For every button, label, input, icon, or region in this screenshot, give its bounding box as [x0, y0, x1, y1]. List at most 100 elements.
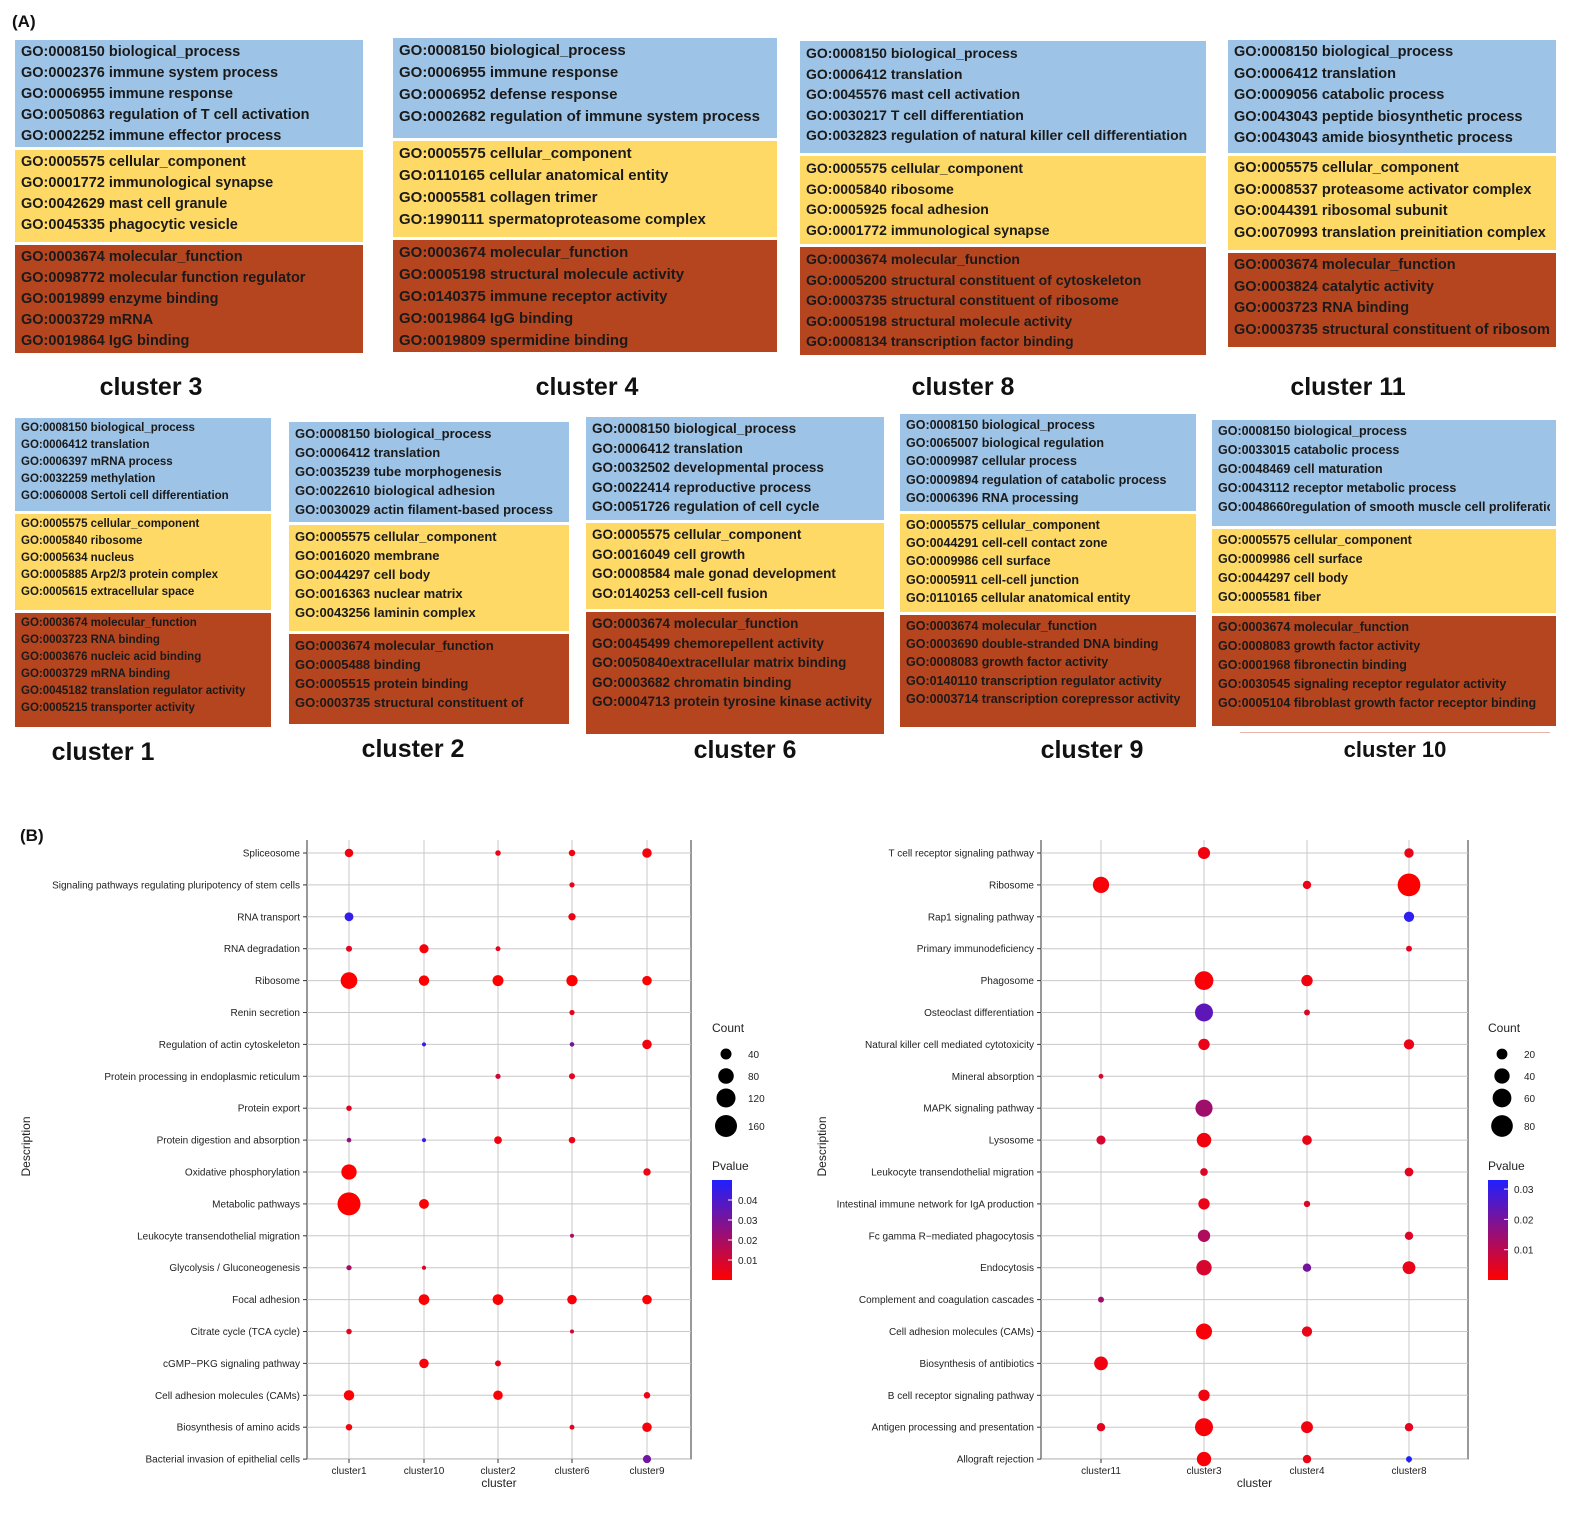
pvalue-legend-title: Pvalue: [712, 1159, 749, 1173]
data-point: [1404, 848, 1414, 858]
go-term: GO:0050863 regulation of T cell activati…: [21, 107, 310, 123]
data-point: [570, 1329, 574, 1334]
y-tick-label: Leukocyte transendothelial migration: [871, 1168, 1034, 1179]
data-point: [1197, 846, 1211, 860]
y-tick-label: B cell receptor signaling pathway: [888, 1391, 1034, 1402]
data-point: [1301, 1421, 1313, 1434]
count-legend-dot: [1491, 1115, 1513, 1137]
go-term: GO:0005575 cellular_component: [1218, 533, 1412, 547]
go-term: GO:0003735 structural constituent of: [295, 695, 524, 710]
data-point: [346, 1328, 352, 1335]
data-point: [422, 1138, 426, 1143]
go-term: GO:0045335 phagocytic vesicle: [21, 217, 238, 233]
go-term: GO:0005515 protein binding: [295, 676, 469, 691]
go-term: GO:0140253 cell-cell fusion: [592, 585, 768, 601]
go-term: GO:0110165 cellular anatomical entity: [906, 590, 1131, 605]
go-box: GO:0008150 biological_process GO:0006412 …: [289, 422, 569, 724]
plot-area: [306, 840, 692, 1460]
go-term: GO:0016020 membrane: [295, 548, 440, 563]
cluster-title: cluster 2: [361, 735, 465, 763]
go-section-mf: GO:0003674 molecular_function GO:0045499 …: [586, 612, 884, 734]
data-point: [421, 1265, 427, 1270]
go-term: GO:0098772 molecular function regulator: [21, 270, 306, 286]
count-legend-label: 20: [1524, 1050, 1536, 1061]
go-section-bp: GO:0008150 biological_process GO:0002376 …: [15, 40, 363, 147]
data-point: [346, 1265, 352, 1271]
data-point: [642, 975, 652, 986]
x-tick-label: cluster6: [554, 1466, 589, 1477]
go-term: GO:0005198 structural molecule activity: [806, 312, 1073, 329]
data-point: [418, 975, 430, 986]
go-box: GO:0008150 biological_process GO:0002376 …: [15, 40, 363, 353]
go-term: GO:0033015 catabolic process: [1218, 443, 1400, 457]
data-point: [1198, 1038, 1210, 1051]
data-point: [493, 1390, 503, 1401]
x-tick-label: cluster1: [331, 1466, 366, 1477]
x-tick-label: cluster10: [404, 1466, 445, 1477]
go-box: GO:0008150 biological_process GO:0006412 …: [15, 418, 271, 727]
go-term: GO:0032502 developmental process: [592, 460, 824, 475]
count-legend-label: 60: [1524, 1094, 1536, 1105]
go-term: GO:0008150 biological_process: [399, 42, 626, 59]
y-axis-title: Description: [19, 1116, 33, 1176]
go-section-mf: GO:0003674 molecular_function GO:0005200 …: [800, 247, 1206, 355]
y-tick-label: Protein digestion and absorption: [157, 1136, 300, 1147]
go-term: GO:0003735 structural constituent of rib…: [806, 292, 1119, 308]
go-term: GO:0006412 translation: [592, 440, 743, 456]
y-tick-label: Antigen processing and presentation: [872, 1423, 1034, 1434]
go-term: GO:0003723 RNA binding: [21, 634, 160, 646]
go-term: GO:0003674 molecular_function: [906, 619, 1098, 633]
y-tick-label: Mineral absorption: [952, 1072, 1034, 1083]
go-term: GO:0110165 cellular anatomical entity: [399, 167, 669, 184]
data-point: [419, 1358, 429, 1369]
go-term: GO:0032823 regulation of natural killer …: [806, 127, 1188, 143]
cluster-title: cluster 1: [51, 738, 155, 766]
go-section-cc: GO:0005575 cellular_component GO:0044291 …: [900, 514, 1196, 612]
y-tick-label: Primary immunodeficiency: [917, 944, 1034, 955]
data-point: [1200, 1168, 1208, 1176]
y-tick-label: Oxidative phosphorylation: [185, 1168, 300, 1179]
count-legend-label: 80: [1524, 1122, 1536, 1133]
go-term: GO:0065007 biological regulation: [906, 436, 1104, 451]
data-point: [1195, 1099, 1213, 1117]
go-section-cc: GO:0005575 cellular_component GO:0016049 …: [586, 523, 884, 609]
data-point: [1301, 974, 1313, 987]
go-term: GO:0003674 molecular_function: [21, 249, 243, 265]
go-term: GO:0060008 Sertoli cell differentiation: [21, 490, 229, 502]
data-point: [1302, 1135, 1312, 1145]
data-point: [1098, 1296, 1104, 1303]
data-point: [418, 1294, 430, 1305]
go-term: GO:0005634 nucleus: [21, 552, 135, 564]
data-point: [494, 1360, 502, 1367]
count-legend-dot: [1492, 1088, 1512, 1108]
go-term: GO:0001772 immunological synapse: [21, 175, 274, 191]
go-term: GO:0005575 cellular_component: [806, 160, 1024, 176]
data-point: [1302, 880, 1312, 890]
y-tick-label: Biosynthesis of antibiotics: [919, 1359, 1034, 1370]
go-term: GO:0016363 nuclear matrix: [295, 586, 463, 601]
data-point: [495, 946, 501, 952]
data-point: [1198, 1198, 1210, 1210]
y-tick-label: Rap1 signaling pathway: [928, 912, 1034, 923]
go-section-mf: GO:0003674 molecular_function GO:0003824 …: [1228, 253, 1556, 347]
go-term: GO:0022414 reproductive process: [592, 479, 812, 495]
kegg-dotplot-right: T cell receptor signaling pathway Ribosom…: [815, 840, 1536, 1490]
x-axis-title: cluster: [481, 1476, 516, 1490]
go-term: GO:0003674 molecular_function: [1218, 620, 1410, 634]
go-term: GO:0008134 transcription factor binding: [806, 333, 1074, 349]
go-term: GO:0030029 actin filament-based process: [295, 502, 553, 517]
data-point: [1096, 1423, 1106, 1432]
data-point: [1403, 911, 1415, 922]
x-tick-label: cluster2: [480, 1466, 515, 1477]
count-legend-dot: [715, 1115, 737, 1137]
go-term: GO:0005575 cellular_component: [295, 529, 497, 544]
go-section-mf: GO:0003674 molecular_function GO:0005198 …: [393, 240, 777, 352]
go-section-cc: GO:0005575 cellular_component GO:0008537 …: [1228, 156, 1556, 250]
y-tick-label: Ribosome: [989, 880, 1034, 891]
y-tick-label: MAPK signaling pathway: [923, 1104, 1034, 1115]
go-term: GO:0042629 mast cell granule: [21, 196, 228, 212]
cluster-title: cluster 6: [693, 736, 797, 764]
x-tick-label: cluster8: [1391, 1466, 1426, 1477]
go-term: GO:0005885 Arp2/3 protein complex: [21, 569, 219, 581]
go-section-bp: GO:0008150 biological_process GO:0006412 …: [800, 41, 1206, 153]
